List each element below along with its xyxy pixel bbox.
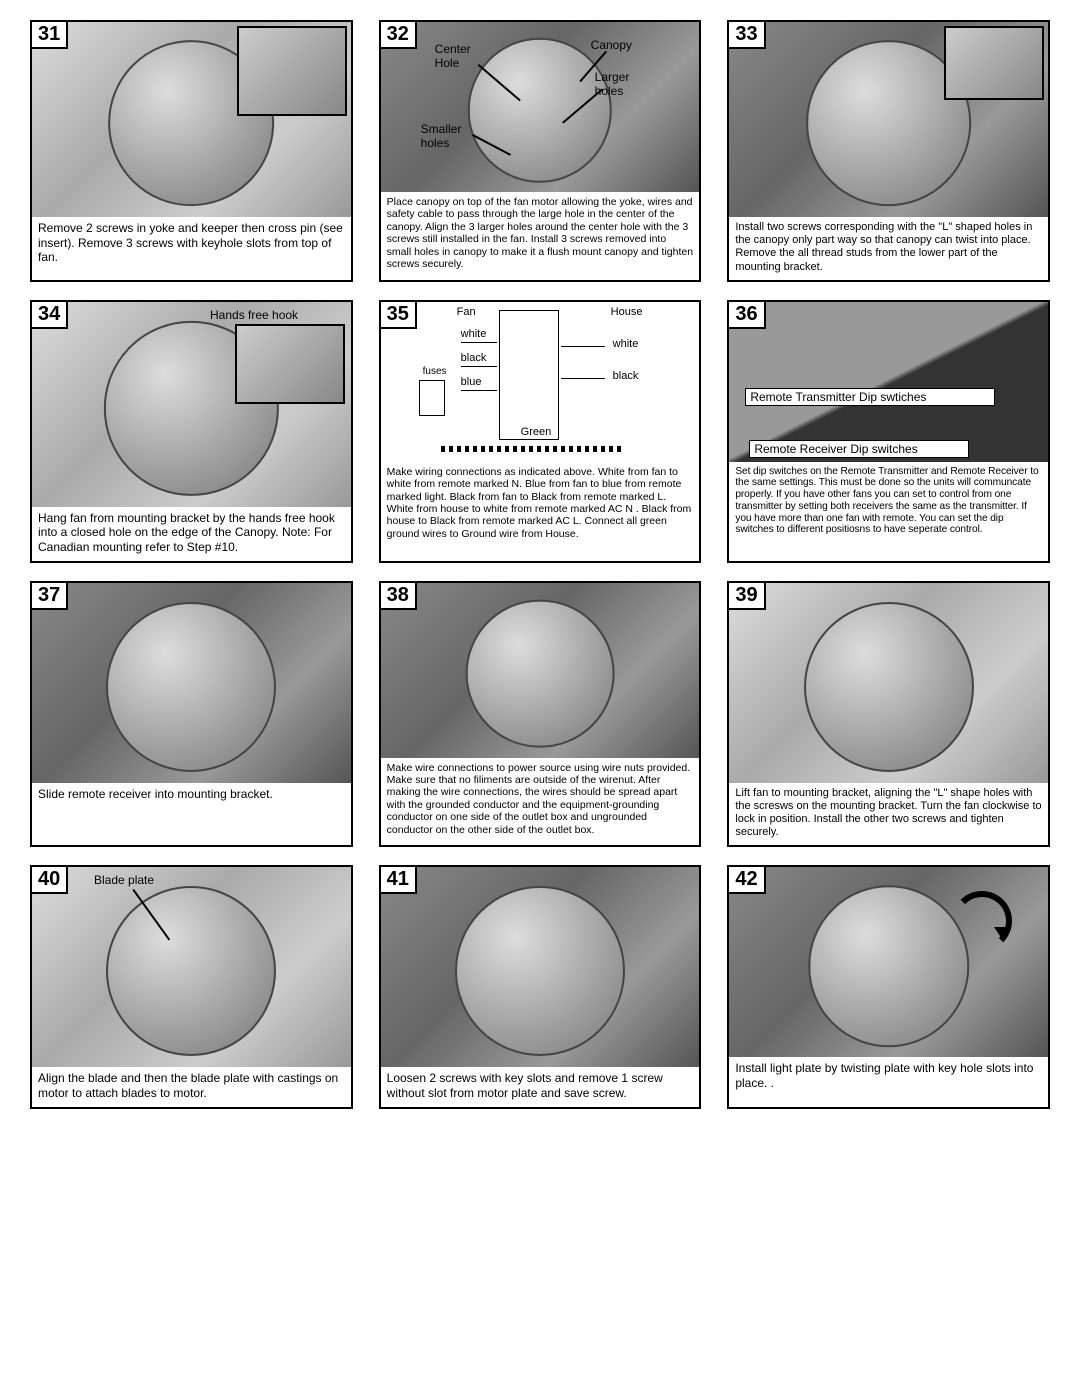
- step-caption: Place canopy on top of the fan motor all…: [381, 192, 700, 276]
- step-34-image: 34 Hands free hook: [32, 302, 351, 507]
- step-39: 39 Lift fan to mounting bracket, aligning…: [727, 581, 1050, 848]
- step-caption: Hang fan from mounting bracket by the ha…: [32, 507, 351, 561]
- step-38-image: 38: [381, 583, 700, 758]
- step-39-image: 39: [729, 583, 1048, 783]
- step-36-image: 36 Remote Transmitter Dip swtiches Remote …: [729, 302, 1048, 462]
- step-caption: Install light plate by twisting plate wi…: [729, 1057, 1048, 1096]
- step-number: 41: [381, 867, 417, 894]
- step-41-image: 41: [381, 867, 700, 1067]
- step-number: 33: [729, 22, 765, 49]
- step-number: 37: [32, 583, 68, 610]
- annotation: Remote Transmitter Dip swtiches: [745, 388, 995, 406]
- step-40-image: 40 Blade plate: [32, 867, 351, 1067]
- step-number: 39: [729, 583, 765, 610]
- step-number: 31: [32, 22, 68, 49]
- instruction-page: 31 Remove 2 screws in yoke and keeper the…: [30, 20, 1050, 1109]
- step-32: 32 Center Hole Canopy Larger holes Smaller h…: [379, 20, 702, 282]
- annotation: Smaller holes: [421, 122, 481, 150]
- step-caption: Make wiring connections as indicated abo…: [381, 462, 700, 546]
- annotation: Blade plate: [94, 873, 204, 887]
- step-34: 34 Hands free hook Hang fan from mounting …: [30, 300, 353, 563]
- step-caption: Align the blade and then the blade plate…: [32, 1067, 351, 1106]
- annotation: Center Hole: [435, 42, 491, 70]
- step-number: 36: [729, 302, 765, 329]
- step-caption: Remove 2 screws in yoke and keeper then …: [32, 217, 351, 271]
- step-36: 36 Remote Transmitter Dip swtiches Remote …: [727, 300, 1050, 563]
- step-42-image: 42: [729, 867, 1048, 1057]
- step-number: 35: [381, 302, 417, 329]
- step-caption: Make wire connections to power source us…: [381, 758, 700, 842]
- step-31: 31 Remove 2 screws in yoke and keeper the…: [30, 20, 353, 282]
- step-number: 40: [32, 867, 68, 894]
- step-caption: Slide remote receiver into mounting brac…: [32, 783, 351, 808]
- step-33-image: 33: [729, 22, 1048, 217]
- annotation: Hands free hook: [210, 308, 330, 322]
- step-caption: Install two screws corresponding with th…: [729, 217, 1048, 280]
- step-35-image: 35FanHousefuseswhiteblackbluewhiteblackG…: [381, 302, 700, 462]
- step-number: 32: [381, 22, 417, 49]
- step-41: 41 Loosen 2 screws with key slots and re…: [379, 865, 702, 1108]
- step-caption: Loosen 2 screws with key slots and remov…: [381, 1067, 700, 1106]
- step-37-image: 37: [32, 583, 351, 783]
- step-caption: Set dip switches on the Remote Transmitt…: [729, 462, 1048, 542]
- step-number: 42: [729, 867, 765, 894]
- step-number: 38: [381, 583, 417, 610]
- step-caption: Lift fan to mounting bracket, aligning t…: [729, 783, 1048, 846]
- annotation: Remote Receiver Dip switches: [749, 440, 969, 458]
- step-40: 40 Blade plate Align the blade and then th…: [30, 865, 353, 1108]
- step-33: 33 Install two screws corresponding with …: [727, 20, 1050, 282]
- step-42: 42 Install light plate by twisting plate …: [727, 865, 1050, 1108]
- step-35: 35FanHousefuseswhiteblackbluewhiteblackG…: [379, 300, 702, 563]
- step-number: 34: [32, 302, 68, 329]
- step-31-image: 31: [32, 22, 351, 217]
- annotation: Canopy: [591, 38, 651, 52]
- annotation: Larger holes: [595, 70, 655, 98]
- step-32-image: 32 Center Hole Canopy Larger holes Smaller h…: [381, 22, 700, 192]
- step-38: 38 Make wire connections to power source …: [379, 581, 702, 848]
- step-37: 37 Slide remote receiver into mounting br…: [30, 581, 353, 848]
